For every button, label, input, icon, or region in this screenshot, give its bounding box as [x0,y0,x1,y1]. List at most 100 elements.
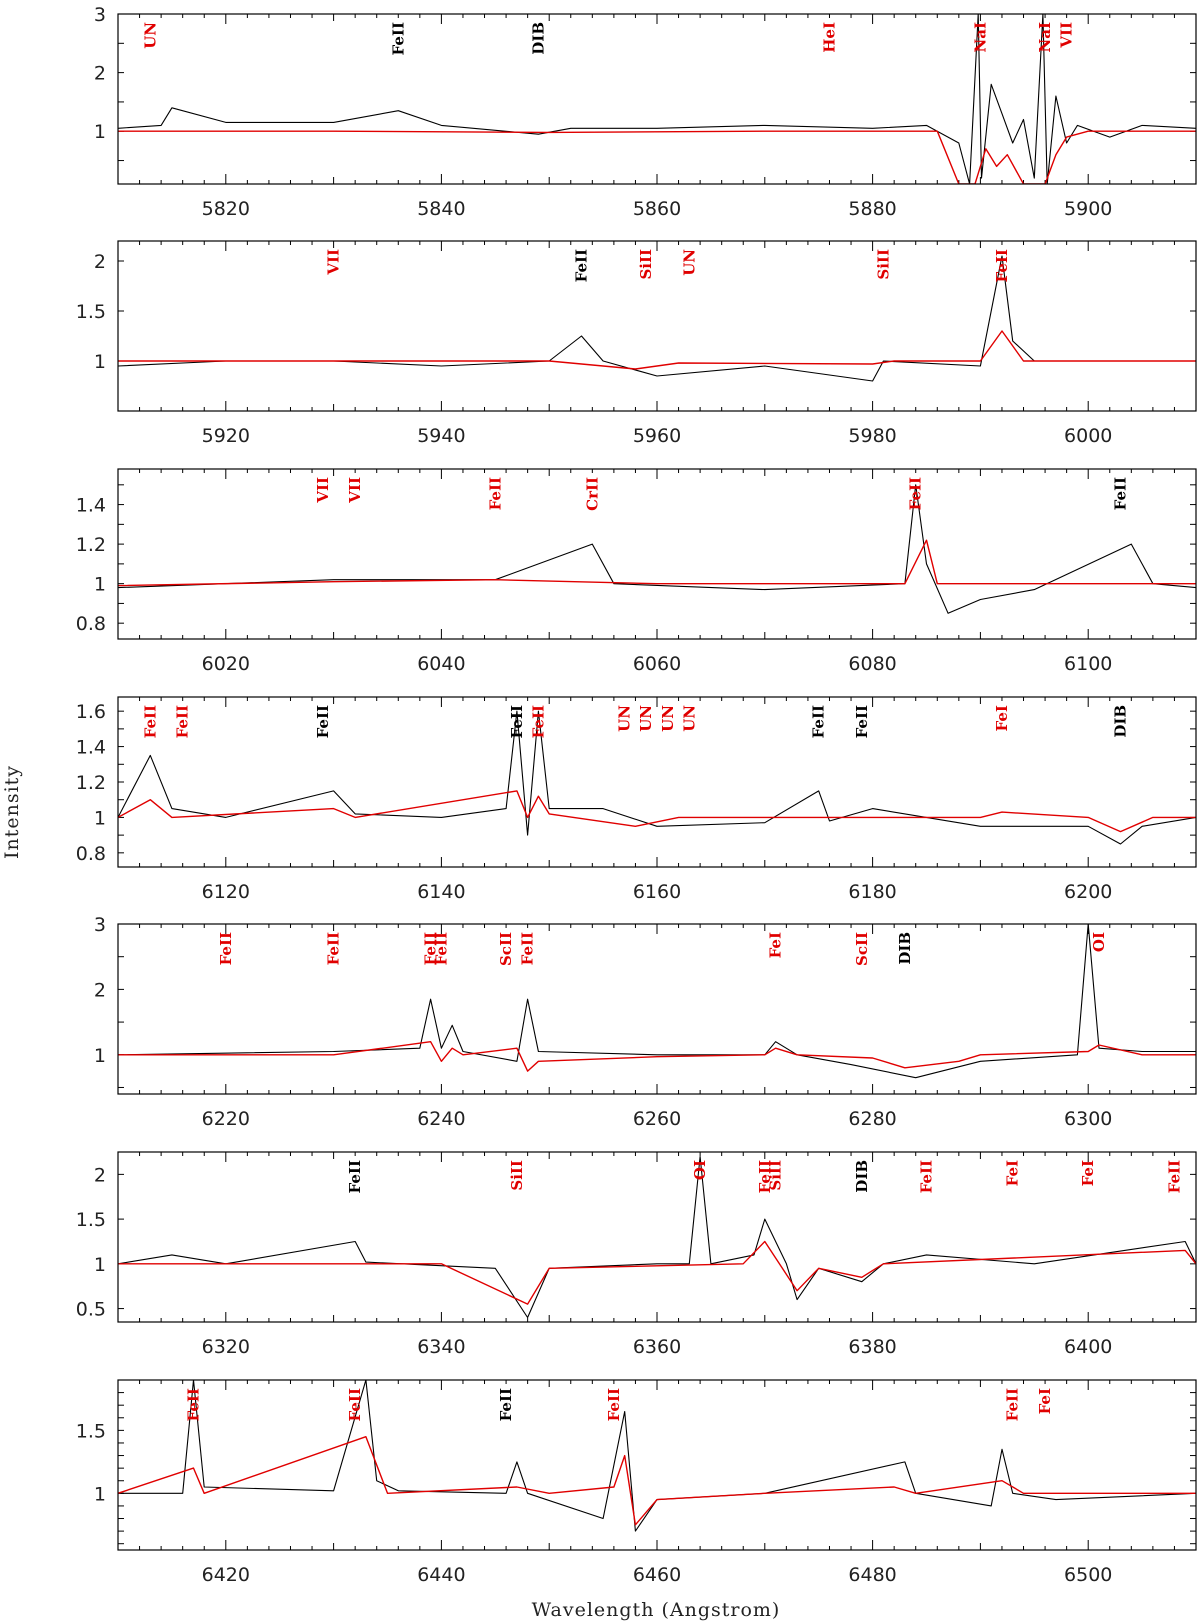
line-id-label: FeII [497,1388,515,1421]
x-tick-label: 5980 [848,425,896,447]
y-axis-label: Intensity [1,765,23,859]
observed-spectrum-line [118,710,1196,845]
x-tick-label: 6500 [1064,1564,1112,1586]
line-id-label: FeI [1004,1160,1022,1186]
line-id-label: VII [1058,22,1076,49]
line-id-label: FeII [810,705,828,738]
observed-spectrum-line [118,14,1196,184]
line-id-label: FeII [174,705,192,738]
line-id-label: FeII [325,932,343,965]
line-id-label: FeII [486,477,504,510]
spectrum-panel-3: 6020 6040 6060 6080 6100 0.8 1 1.2 1.4 VII VII FeII… [76,468,1197,675]
x-tick-label: 6000 [1064,425,1112,447]
line-id-label: NaI [1036,22,1054,52]
y-tick-label: 1 [94,121,106,143]
x-tick-label: 6280 [848,1108,896,1130]
line-id-label: UN [659,705,677,732]
line-id-label: CrII [583,477,601,511]
x-tick-label: 6440 [417,1564,465,1586]
x-tick-label: 6200 [1064,881,1112,903]
line-id-label: OI [1090,932,1108,952]
x-tick-label: 6460 [633,1564,681,1586]
line-id-label: UN [680,705,698,732]
line-id-label: FeII [605,1388,623,1421]
model-spectrum-line [118,539,1196,587]
x-tick-label: 6240 [417,1108,465,1130]
y-tick-label: 1 [94,574,106,596]
line-id-label: ScII [497,932,515,966]
x-tick-label: 6300 [1064,1108,1112,1130]
line-id-label: FeII [529,705,547,738]
line-id-label: FeII [141,705,159,738]
panel-frame [117,923,1197,1095]
panel-frame [117,240,1197,412]
y-tick-label: 1 [94,1045,106,1067]
x-tick-label: 5840 [417,198,465,220]
line-id-label: SiII [637,249,655,280]
panel-frame [117,1379,1197,1551]
y-tick-label: 1 [94,807,106,829]
y-tick-label: 1.2 [76,534,106,556]
x-tick-label: 6340 [417,1336,465,1358]
x-tick-label: 6380 [848,1336,896,1358]
line-id-label: FeII [519,932,537,965]
line-id-label: FeII [217,932,235,965]
line-id-label: FeI [1079,1160,1097,1186]
line-id-label: VII [346,477,364,504]
line-id-label: UN [141,22,159,49]
line-id-label: FeII [346,1160,364,1193]
line-id-label: FeII [346,1388,364,1421]
line-id-label: SiII [508,1160,526,1191]
x-tick-label: 5820 [202,198,250,220]
line-id-label: FeII [422,932,440,965]
x-tick-label: 5920 [202,425,250,447]
observed-spectrum-line [118,484,1196,614]
y-tick-label: 1.6 [76,701,106,723]
observed-spectrum-line [118,1155,1196,1319]
x-tick-label: 6420 [202,1564,250,1586]
y-tick-label: 3 [94,4,106,26]
x-tick-label: 6080 [848,653,896,675]
x-tick-label: 6400 [1064,1336,1112,1358]
model-spectrum-line [118,1240,1196,1305]
y-tick-label: 1 [94,1483,106,1505]
x-tick-label: 6140 [417,881,465,903]
line-id-label: ScII [853,932,871,966]
model-spectrum-line [118,790,1196,833]
model-spectrum-line [118,330,1196,370]
line-id-label: DIB [1112,705,1130,738]
line-id-label: VII [314,477,332,504]
line-id-label: FeII [756,1160,774,1193]
y-tick-label: 2 [94,63,106,85]
y-tick-label: 2 [94,1164,106,1186]
y-tick-label: 2 [94,251,106,273]
x-tick-label: 5860 [633,198,681,220]
x-tick-label: 5900 [1064,198,1112,220]
line-id-label: FeII [573,249,591,282]
x-axis-label: Wavelength (Angstrom) [532,1599,781,1621]
line-id-label: FeII [508,705,526,738]
line-id-label: FeI [1036,1388,1054,1414]
x-tick-label: 6100 [1064,653,1112,675]
panel-frame [117,696,1197,868]
y-tick-label: 1.2 [76,772,106,794]
line-id-label: OI [691,1160,709,1180]
line-id-label: FeII [185,1388,203,1421]
spectrum-panel-7: 6420 6440 6460 6480 6500 1 1.5 FeII FeII FeII FeII… [76,1379,1197,1586]
line-id-label: DIB [529,22,547,55]
x-tick-label: 6320 [202,1336,250,1358]
line-id-label: UN [616,705,634,732]
x-tick-label: 6020 [202,653,250,675]
line-id-label: VII [325,249,343,276]
spectrum-panel-2: 5920 5940 5960 5980 6000 1 1.5 2 VII FeII SiII UN Si… [76,240,1197,447]
y-tick-label: 1.5 [76,301,106,323]
line-id-label: FeII [314,705,332,738]
line-id-label: FeI [993,705,1011,731]
line-id-label: SiII [767,1160,785,1191]
x-tick-label: 6120 [202,881,250,903]
y-tick-label: 1.5 [76,1420,106,1442]
